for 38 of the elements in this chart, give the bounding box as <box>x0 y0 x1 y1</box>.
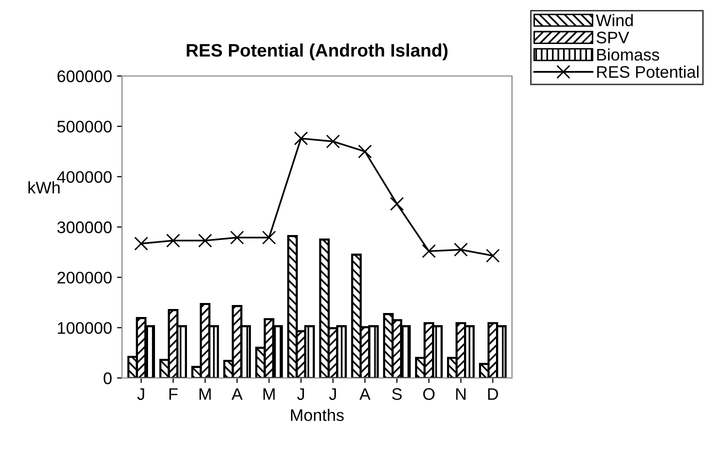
x-tick-label: O <box>423 388 435 400</box>
legend-label: SPV <box>596 32 630 44</box>
point <box>422 244 436 258</box>
x-tick-label: D <box>488 388 498 400</box>
y-tick-label: 600000 <box>58 70 112 82</box>
chart-title: RES Potential (Androth Island) <box>186 43 448 60</box>
y-axis-title: kWh <box>28 181 60 194</box>
y-tick-label: 500000 <box>57 120 112 133</box>
point <box>262 230 276 245</box>
x-tick-label: M <box>263 388 275 400</box>
point <box>454 242 468 257</box>
point <box>294 131 308 146</box>
point <box>166 234 180 248</box>
x-tick-label: J <box>329 388 336 400</box>
x-tick-label: N <box>456 388 466 400</box>
point <box>326 134 340 148</box>
y-tick-label: 200000 <box>58 272 112 284</box>
x-tick-label: J <box>137 388 144 400</box>
x-tick-label: A <box>232 388 243 400</box>
x-axis-title: Months <box>291 408 344 422</box>
point <box>486 248 500 263</box>
x-tick-label: J <box>297 388 304 400</box>
y-tick-label: 400000 <box>57 171 112 183</box>
point <box>358 144 372 158</box>
y-tick-label: 100000 <box>58 322 112 334</box>
point <box>230 230 244 245</box>
legend-label: RES Potential <box>597 66 699 78</box>
point <box>390 196 404 211</box>
y-tick-label: 0 <box>104 372 112 384</box>
x-tick-label: S <box>392 388 402 400</box>
legend-label: Wind <box>596 14 633 26</box>
x-tick-label: M <box>200 388 211 400</box>
y-tick-label: 300000 <box>57 221 112 234</box>
point <box>134 236 148 251</box>
x-tick-label: A <box>359 388 370 400</box>
x-tick-label: F <box>169 388 178 400</box>
legend-label: Biomass <box>597 48 660 61</box>
point <box>198 234 212 248</box>
